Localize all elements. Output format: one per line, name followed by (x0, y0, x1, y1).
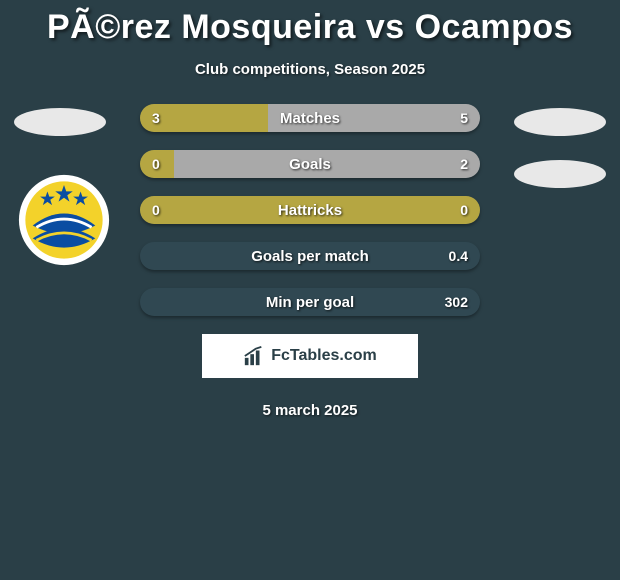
player1-team-placeholder (14, 108, 106, 136)
watermark: FcTables.com (202, 334, 418, 378)
page-title: PÃ©rez Mosqueira vs Ocampos (0, 0, 620, 47)
stat-row: 0Hattricks0 (140, 196, 480, 224)
stat-bars: 3Matches50Goals20Hattricks0Goals per mat… (140, 104, 480, 316)
stat-label: Hattricks (140, 196, 480, 224)
stat-value-right: 2 (460, 150, 468, 178)
stat-value-right: 5 (460, 104, 468, 132)
stat-label: Goals per match (140, 242, 480, 270)
date: 5 march 2025 (0, 402, 620, 419)
stat-value-right: 0 (460, 196, 468, 224)
stat-label: Goals (140, 150, 480, 178)
stat-value-right: 302 (445, 288, 468, 316)
chart-icon (243, 345, 265, 367)
stat-label: Min per goal (140, 288, 480, 316)
stat-row: 0Goals2 (140, 150, 480, 178)
player2-team-placeholder-1 (514, 108, 606, 136)
subtitle: Club competitions, Season 2025 (0, 61, 620, 78)
comparison-panel: 3Matches50Goals20Hattricks0Goals per mat… (0, 104, 620, 316)
stat-value-right: 0.4 (449, 242, 468, 270)
watermark-text: FcTables.com (271, 347, 377, 365)
stat-label: Matches (140, 104, 480, 132)
stat-row: Goals per match0.4 (140, 242, 480, 270)
stat-row: 3Matches5 (140, 104, 480, 132)
stat-row: Min per goal302 (140, 288, 480, 316)
player2-team-placeholder-2 (514, 160, 606, 188)
player1-club-badge (18, 174, 110, 266)
